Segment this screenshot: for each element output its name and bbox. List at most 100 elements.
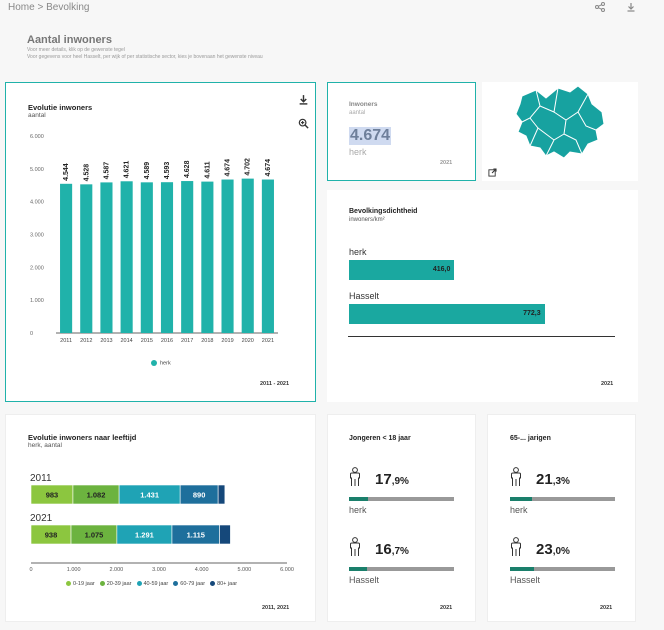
legend-dot [136, 581, 142, 587]
density-category-label: Hasselt [349, 291, 380, 301]
senioren-year: 2021 [600, 605, 613, 611]
person-icon [511, 537, 521, 556]
dichtheid-card[interactable]: Bevolkingsdichtheid inwoners/km² herk 416… [327, 190, 638, 402]
senioren-title: 65-... jarigen [510, 435, 551, 442]
percentage-area-label: herk [349, 505, 367, 515]
legend-label: 20-39 jaar [106, 581, 132, 587]
page-subtitle-line-1: Voor meer details, klik op de gewenste t… [27, 47, 125, 53]
percentage-value: 16,7% [375, 541, 409, 558]
external-link-icon[interactable] [488, 168, 497, 180]
percentage-value: 17,9% [375, 471, 409, 488]
top-bar: Home > Bevolking [0, 0, 664, 18]
legend-dot [66, 581, 71, 587]
bar-value-label: 4.589 [144, 162, 151, 180]
y-tick-label: 4.000 [30, 200, 44, 206]
percentage-decimal: ,7% [391, 546, 409, 557]
bar-value-label: 4.674 [265, 159, 272, 177]
segment-value-label: 890 [193, 491, 206, 500]
percentage-int: 23 [536, 541, 553, 558]
x-tick-label: 2021 [262, 338, 274, 344]
bar-value-label: 4.611 [204, 161, 211, 178]
segment-value-label: 983 [46, 491, 59, 500]
density-value-label: 772,3 [523, 310, 541, 317]
bar [221, 179, 234, 333]
percentage-int: 21 [536, 471, 553, 488]
percentage-track [349, 497, 454, 501]
bar [140, 182, 153, 333]
leeftijd-subtitle: herk, aantal [28, 442, 62, 449]
x-tick-label: 2016 [161, 338, 173, 344]
bar [120, 181, 133, 333]
percentage-area-label: Hasselt [510, 575, 541, 585]
legend-label: 0-19 jaar [73, 581, 95, 587]
download-icon[interactable] [298, 94, 309, 108]
percentage-track [510, 497, 615, 501]
x-tick-label: 2018 [201, 338, 213, 344]
bar [160, 182, 174, 333]
density-bar[interactable] [349, 304, 545, 324]
person-icon [511, 467, 521, 486]
legend-item: 0-19 jaar [66, 581, 95, 587]
map-card[interactable] [482, 82, 638, 181]
bar [181, 181, 194, 333]
percentage-decimal: ,3% [552, 476, 570, 487]
percentage-fill [349, 497, 368, 501]
inwoners-year: 2021 [440, 160, 453, 166]
x-tick-label: 6.000 [280, 567, 294, 573]
row-label: 2011 [30, 473, 52, 484]
bar [60, 183, 73, 333]
download-icon[interactable] [626, 3, 636, 15]
inwoners-value: 4.674 [349, 127, 392, 145]
inwoners-title: Inwoners [349, 101, 378, 108]
segment-value-label: 1.075 [85, 531, 104, 540]
percentage-fill [349, 567, 367, 571]
percentage-decimal: ,9% [391, 476, 409, 487]
hasselt-map[interactable] [508, 82, 608, 162]
evolutie-card[interactable]: Evolutie inwoners aantal 0 1.000 2.000 3.00… [5, 82, 316, 402]
bar [80, 184, 93, 333]
legend-item: 20-39 jaar [99, 581, 132, 587]
evolutie-subtitle: aantal [28, 112, 46, 119]
x-tick-label: 2011 [60, 338, 72, 344]
page-subtitle-line-2: Voor gegevens voor heel Hasselt, per wij… [27, 54, 263, 60]
bar-value-label: 4.674 [225, 159, 232, 177]
bar-value-label: 4.702 [245, 158, 252, 176]
dichtheid-year: 2021 [601, 381, 614, 387]
leeftijd-card[interactable]: Evolutie inwoners naar leeftijd herk, aa… [5, 414, 316, 622]
breadcrumb: Home > Bevolking [8, 2, 89, 13]
stacked-segment [219, 524, 231, 545]
percentage-value: 21,3% [536, 471, 570, 488]
x-tick-label: 4.000 [195, 567, 209, 573]
y-tick-label: 6.000 [30, 134, 44, 140]
legend-item: 60-79 jaar [173, 581, 205, 587]
senioren-card[interactable]: 65-... jarigen 21,3% herk 23,0% Hasselt 202… [487, 414, 636, 622]
dichtheid-baseline [348, 336, 615, 337]
bar-value-label: 4.544 [63, 163, 70, 181]
zoom-icon[interactable] [298, 118, 309, 132]
evolutie-title: Evolutie inwoners [28, 103, 93, 112]
legend-dot [173, 581, 179, 587]
density-bar[interactable] [349, 260, 455, 280]
x-tick-label: 2013 [100, 338, 112, 344]
bar-value-label: 4.628 [184, 160, 191, 178]
evolutie-period: 2011 - 2021 [260, 381, 290, 387]
jongeren-card[interactable]: Jongeren < 18 jaar 17,9% herk 16,7% Hasselt… [327, 414, 476, 622]
legend-label: herk [160, 360, 171, 367]
x-tick-label: 5.000 [237, 567, 251, 573]
breadcrumb-home[interactable]: Home [8, 2, 35, 13]
x-tick-label: 0 [29, 567, 32, 573]
x-tick-label: 3.000 [152, 567, 166, 573]
legend-item: 40-59 jaar [136, 581, 168, 587]
dichtheid-chart: herk 416,0 Hasselt 772,3 [349, 245, 615, 340]
page-subtitle: Voor meer details, klik op de gewenste t… [27, 47, 263, 61]
density-category-label: herk [349, 247, 367, 257]
inwoners-area: herk [349, 147, 367, 157]
leeftijd-title: Evolutie inwoners naar leeftijd [28, 433, 137, 442]
row-label: 2021 [30, 513, 53, 524]
bar-value-label: 4.593 [164, 162, 171, 180]
bar-value-label: 4.528 [83, 164, 90, 182]
y-tick-label: 1.000 [30, 298, 44, 304]
inwoners-card[interactable]: Inwoners aantal 4.674 herk 2021 [327, 82, 476, 181]
share-icon[interactable] [594, 2, 608, 15]
y-tick-label: 0 [30, 331, 33, 337]
